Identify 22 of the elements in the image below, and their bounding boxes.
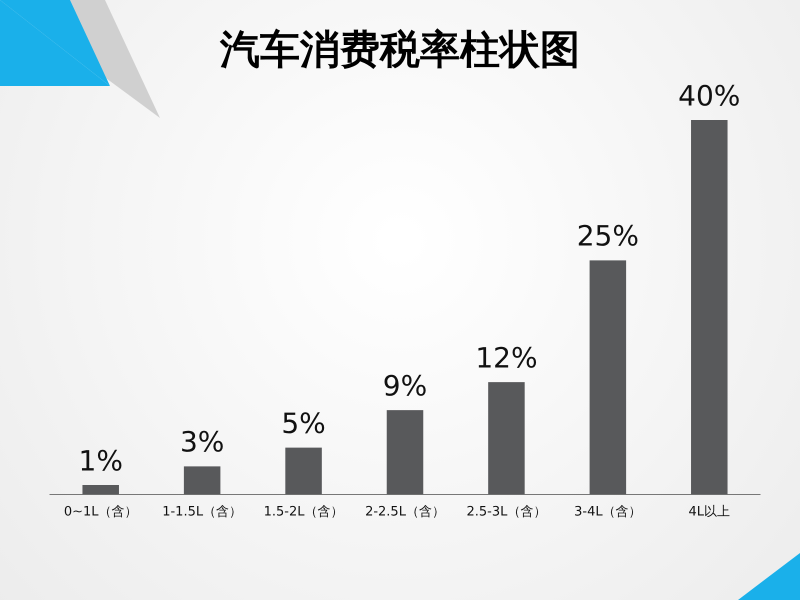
data-label: 1% xyxy=(78,444,123,478)
data-label: 3% xyxy=(180,426,224,459)
bar xyxy=(386,410,424,494)
x-tick-label: 4L以上 xyxy=(688,504,730,520)
bar xyxy=(691,120,728,494)
data-label: 25% xyxy=(576,220,639,253)
x-tick-label: 2-2.5L（含） xyxy=(365,504,445,520)
data-label: 40% xyxy=(678,79,740,112)
chart-title: 汽车消费税率柱状图 xyxy=(218,26,581,75)
bar xyxy=(285,448,322,494)
bar xyxy=(488,382,525,494)
data-label: 12% xyxy=(475,341,538,374)
x-tick-label: 1-1.5L（含） xyxy=(162,504,242,520)
bar xyxy=(184,466,220,494)
x-tick-label: 0~1L（含） xyxy=(64,504,138,520)
data-label: 5% xyxy=(281,406,326,440)
x-tick-label: 2.5-3L（含） xyxy=(466,504,546,520)
x-tick-label: 1.5-2L（含） xyxy=(264,504,344,520)
x-tick-label: 3-4L（含） xyxy=(574,504,642,520)
bar xyxy=(590,260,626,494)
data-label: 9% xyxy=(382,369,428,402)
bar xyxy=(82,485,119,494)
